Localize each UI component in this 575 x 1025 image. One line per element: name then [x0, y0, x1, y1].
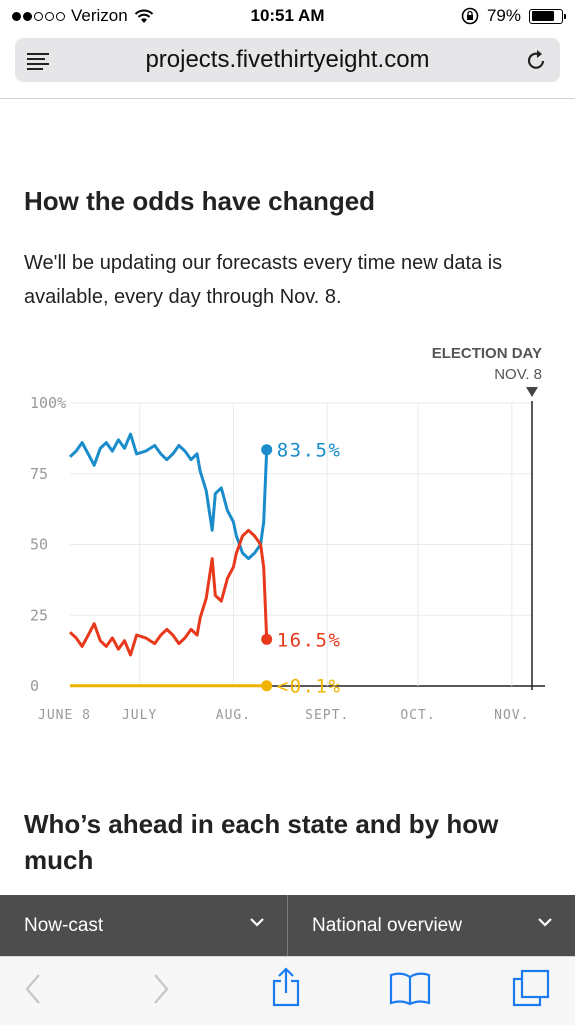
overview-dropdown[interactable]: National overview — [287, 895, 575, 956]
share-icon[interactable] — [270, 967, 302, 1007]
series-end-label: <0.1% — [277, 676, 342, 698]
clock: 10:51 AM — [250, 6, 325, 25]
orientation-lock-icon — [461, 7, 479, 25]
signal-strength-icon — [12, 11, 65, 21]
y-tick-label: 50 — [30, 536, 48, 554]
wifi-icon — [134, 9, 153, 23]
series-line — [68, 432, 269, 561]
series-end-point — [261, 680, 273, 692]
nowcast-dropdown-label: Now-cast — [24, 915, 104, 936]
status-bar: Verizon 10:51 AM 79% — [0, 0, 575, 34]
x-tick-label: JULY — [122, 708, 157, 723]
browser-toolbar — [0, 956, 575, 1025]
forward-icon[interactable] — [152, 973, 170, 1005]
section-heading-2: Who’s ahead in each state and by how muc… — [24, 809, 499, 875]
battery-percent: 79% — [486, 6, 521, 25]
overview-dropdown-label: National overview — [312, 915, 462, 936]
carrier-name: Verizon — [71, 6, 128, 25]
carrier-info: Verizon — [12, 6, 154, 26]
bookmarks-icon[interactable] — [389, 971, 431, 1005]
x-tick-label: OCT. — [400, 708, 435, 723]
back-icon[interactable] — [24, 973, 42, 1005]
divider — [0, 98, 575, 99]
status-right: 79% — [461, 6, 566, 26]
x-tick-label: NOV. — [494, 708, 529, 723]
signal-dot — [23, 11, 32, 21]
series-end-label: 83.5% — [277, 440, 342, 462]
x-tick-label: JUNE 8 — [38, 708, 91, 723]
chevron-down-icon — [538, 918, 552, 927]
election-day-arrow-icon — [526, 387, 538, 397]
reload-icon[interactable] — [526, 48, 548, 72]
signal-dot — [12, 11, 21, 21]
signal-dot — [34, 11, 43, 21]
series-line — [68, 528, 269, 657]
y-tick-label: 100% — [30, 394, 66, 412]
signal-dot — [45, 11, 54, 21]
url-text[interactable]: projects.fivethirtyeight.com — [145, 46, 430, 73]
odds-chart: 100% 75 50 25 0 JUNE 8 JULY AUG. SEPT. OCT. NOV. … — [30, 345, 545, 723]
tabs-icon[interactable] — [512, 969, 550, 1007]
battery-icon — [529, 8, 566, 24]
address-bar[interactable]: projects.fivethirtyeight.com — [15, 38, 560, 82]
series-end-label: 16.5% — [277, 629, 342, 651]
election-day-label: ELECTION DAY — [432, 345, 542, 362]
x-tick-label: AUG. — [216, 708, 251, 723]
section-heading: How the odds have changed — [24, 186, 376, 216]
series-end-point — [261, 444, 273, 456]
y-tick-label: 0 — [30, 677, 39, 695]
view-selector-bar: Now-cast National overview — [0, 895, 575, 956]
intro-paragraph: We'll be updating our forecasts every ti… — [24, 252, 503, 308]
signal-dot — [56, 11, 65, 21]
y-tick-label: 75 — [30, 465, 48, 483]
series-end-point — [261, 633, 273, 645]
y-tick-label: 25 — [30, 606, 48, 624]
reader-menu-icon[interactable] — [27, 53, 49, 73]
chevron-down-icon — [250, 918, 264, 927]
x-tick-label: SEPT. — [305, 708, 349, 723]
nowcast-dropdown[interactable]: Now-cast — [0, 895, 287, 956]
election-day-date: NOV. 8 — [494, 366, 542, 383]
